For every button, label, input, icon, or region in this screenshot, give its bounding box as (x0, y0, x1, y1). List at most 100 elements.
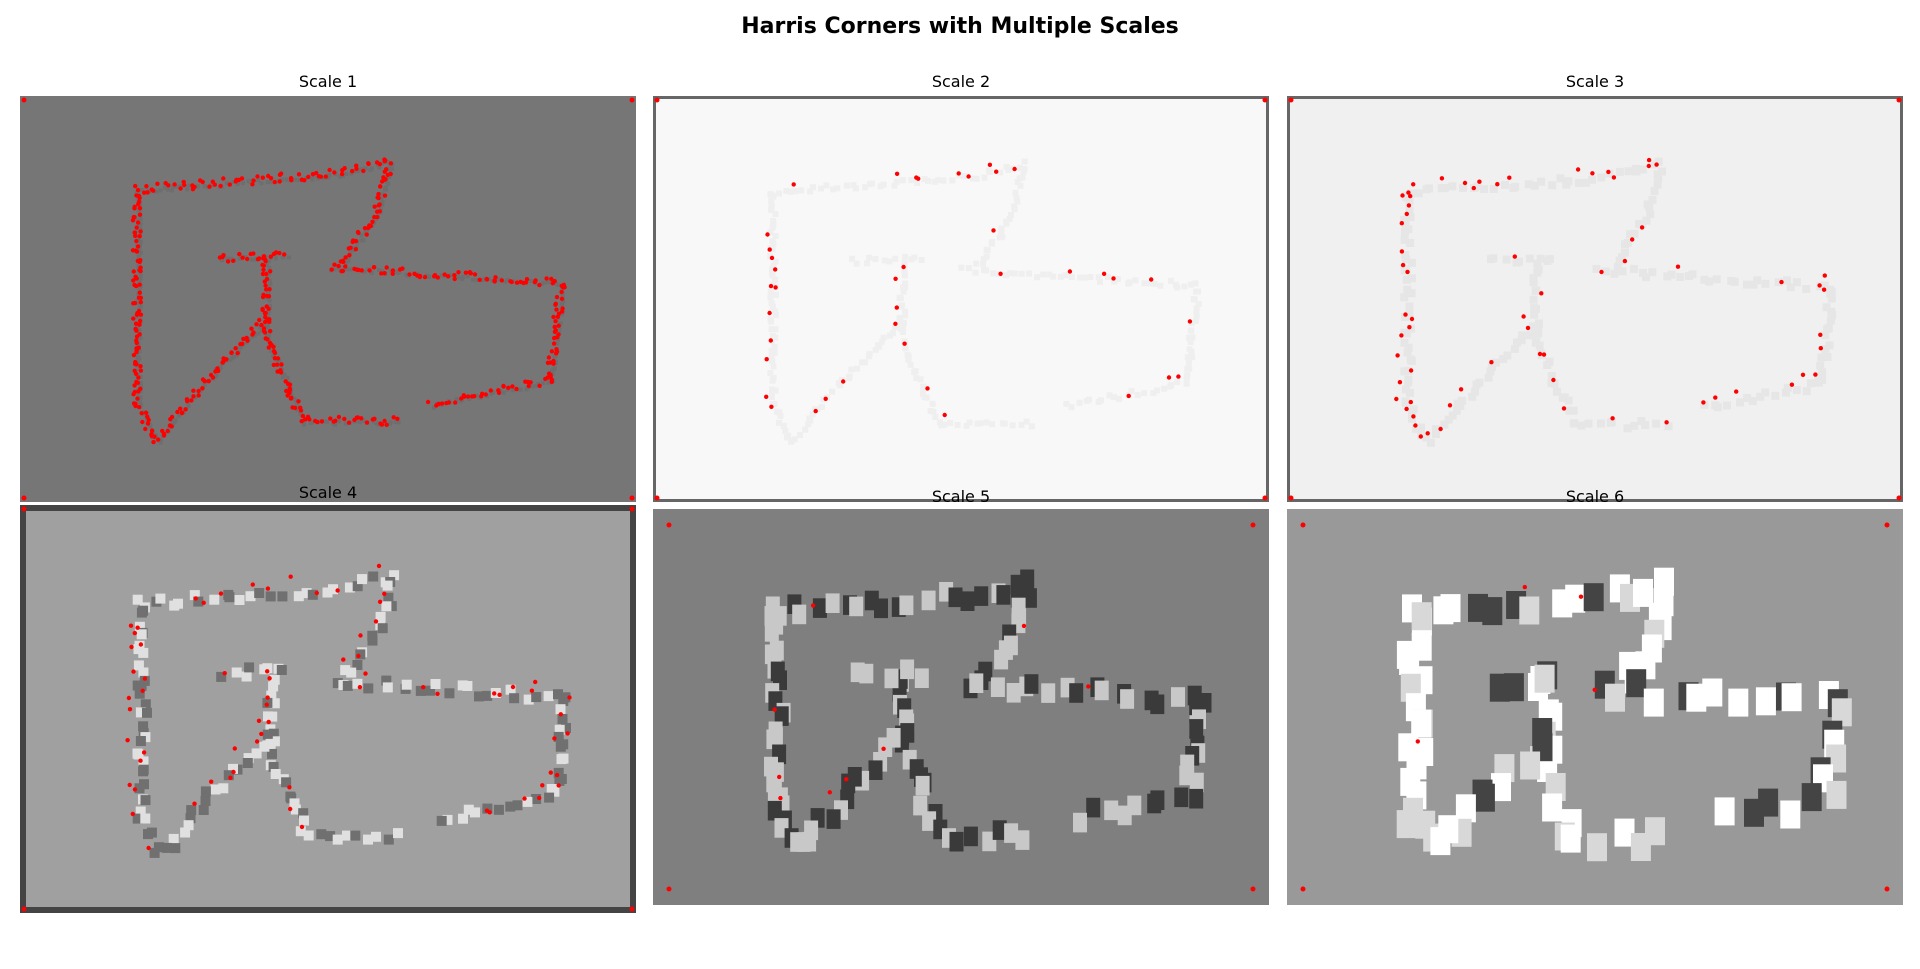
corner-marker (350, 168, 355, 174)
corner-marker (382, 169, 387, 174)
response-block (852, 185, 859, 192)
response-block (1432, 425, 1440, 434)
corner-marker (132, 230, 138, 235)
corner-marker (1561, 406, 1567, 411)
response-block (900, 325, 907, 332)
response-block (1401, 228, 1409, 237)
panel-title: Scale 6 (1565, 487, 1625, 506)
corner-marker (1599, 269, 1604, 275)
corner-marker (1418, 434, 1423, 439)
response-block (136, 228, 141, 233)
response-block (1642, 273, 1650, 282)
response-block (1187, 339, 1194, 345)
corner-marker (1512, 254, 1517, 259)
corner-marker (551, 314, 556, 320)
response-block (138, 667, 149, 678)
corner-marker (191, 394, 196, 399)
response-block (973, 260, 980, 267)
response-block (1700, 275, 1709, 284)
response-block (546, 380, 551, 385)
response-block (908, 177, 915, 184)
response-block (1184, 354, 1191, 361)
corner-marker (134, 349, 139, 355)
corner-marker (510, 684, 516, 690)
corner-marker (359, 416, 364, 421)
response-block (158, 440, 163, 445)
corner-marker (210, 375, 216, 380)
response-block (1077, 274, 1084, 281)
corner-marker (336, 414, 342, 420)
corner-marker (1800, 372, 1806, 377)
corner-marker (629, 97, 635, 103)
response-block (282, 372, 287, 377)
panel-scale-3: Scale 3 (1287, 72, 1903, 502)
response-block (1407, 289, 1416, 298)
response-block (234, 595, 245, 605)
response-block (891, 182, 898, 189)
corner-marker (384, 422, 389, 427)
response-block (1545, 255, 1554, 264)
response-block (1014, 179, 1021, 185)
response-block (1456, 401, 1465, 410)
response-block (265, 333, 270, 338)
corner-marker (524, 277, 530, 282)
response-block (930, 408, 937, 415)
corner-marker (382, 418, 387, 424)
corner-marker (506, 385, 511, 390)
response-block (1781, 683, 1802, 712)
corner-marker (21, 97, 27, 103)
response-block (1174, 787, 1189, 808)
corner-marker (925, 386, 930, 391)
corner-marker (135, 380, 141, 385)
corner-marker (135, 396, 140, 401)
corner-marker (237, 251, 242, 257)
response-block (186, 404, 191, 409)
corner-marker (327, 167, 332, 173)
response-block (768, 203, 775, 209)
corner-marker (376, 203, 381, 208)
response-block (266, 291, 271, 296)
response-block (1458, 396, 1467, 405)
response-block (1026, 270, 1032, 277)
response-block (823, 182, 830, 189)
corner-marker (372, 204, 377, 209)
response-block (267, 748, 277, 759)
response-block (980, 256, 987, 263)
corner-marker (126, 695, 132, 701)
response-block (1402, 191, 1411, 200)
response-block (560, 312, 565, 317)
response-block (460, 276, 465, 281)
corner-marker (556, 323, 561, 328)
response-block (1187, 281, 1194, 288)
response-block (348, 267, 352, 272)
corner-marker (21, 906, 27, 912)
response-block (267, 272, 271, 277)
response-block (1009, 422, 1016, 429)
response-block (1022, 588, 1037, 608)
response-block (358, 420, 362, 425)
response-block (155, 593, 166, 604)
response-block (1400, 293, 1409, 302)
response-block (267, 265, 272, 270)
response-block (769, 224, 776, 231)
corner-marker (558, 712, 563, 717)
response-block (1753, 276, 1762, 285)
response-block (966, 419, 973, 426)
response-block (1743, 394, 1752, 402)
response-block (132, 748, 143, 759)
response-block (383, 592, 394, 603)
response-block (344, 172, 349, 176)
corner-marker (335, 588, 340, 593)
response-block (913, 795, 928, 816)
response-block (1417, 423, 1425, 432)
corner-marker (497, 692, 502, 697)
corner-marker (200, 179, 205, 185)
response-block (900, 659, 915, 680)
response-block (1771, 391, 1780, 400)
corner-marker (134, 225, 139, 230)
corner-marker (210, 179, 215, 184)
response-block (1400, 367, 1409, 376)
response-block (902, 280, 909, 287)
response-block (1533, 259, 1542, 268)
response-block (136, 254, 141, 259)
